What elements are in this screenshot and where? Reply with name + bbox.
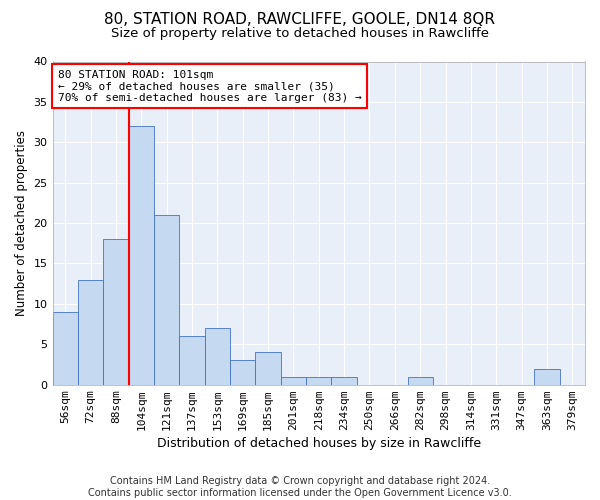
Bar (53, 312, 78, 384)
Bar (128, 126, 154, 384)
Bar (78, 280, 103, 384)
Text: Contains HM Land Registry data © Crown copyright and database right 2024.
Contai: Contains HM Land Registry data © Crown c… (88, 476, 512, 498)
Bar (179, 336, 205, 384)
Bar (205, 328, 230, 384)
Bar (331, 376, 357, 384)
Bar (154, 215, 179, 384)
Text: 80, STATION ROAD, RAWCLIFFE, GOOLE, DN14 8QR: 80, STATION ROAD, RAWCLIFFE, GOOLE, DN14… (104, 12, 496, 28)
Bar (306, 376, 331, 384)
Bar (281, 376, 306, 384)
Bar (407, 376, 433, 384)
Bar (534, 368, 560, 384)
Text: 80 STATION ROAD: 101sqm
← 29% of detached houses are smaller (35)
70% of semi-de: 80 STATION ROAD: 101sqm ← 29% of detache… (58, 70, 362, 103)
Bar (256, 352, 281, 384)
Text: Size of property relative to detached houses in Rawcliffe: Size of property relative to detached ho… (111, 28, 489, 40)
Y-axis label: Number of detached properties: Number of detached properties (15, 130, 28, 316)
Bar (103, 240, 128, 384)
Bar (230, 360, 256, 384)
X-axis label: Distribution of detached houses by size in Rawcliffe: Distribution of detached houses by size … (157, 437, 481, 450)
